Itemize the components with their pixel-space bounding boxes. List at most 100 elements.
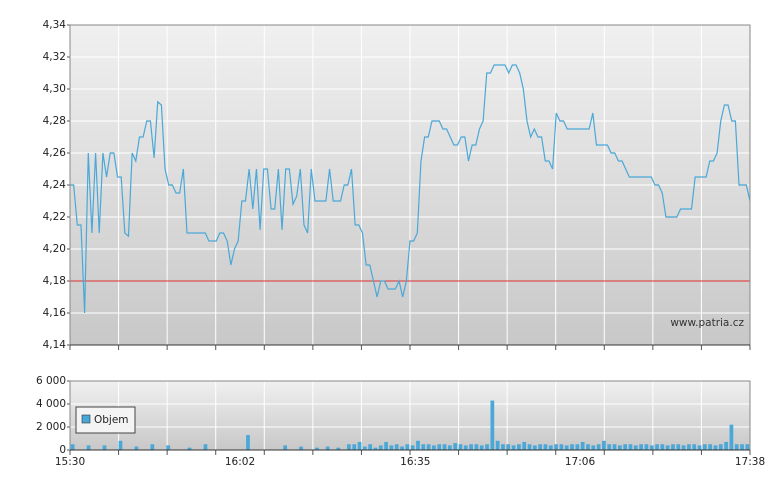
- volume-bar: [479, 445, 484, 450]
- volume-bar: [522, 441, 527, 450]
- volume-bar: [352, 444, 357, 450]
- volume-bar: [447, 445, 452, 450]
- y-tick-label: 4,14: [43, 339, 67, 351]
- volume-bar: [501, 444, 505, 450]
- y-tick-label: 4,16: [43, 307, 67, 319]
- volume-bar: [474, 444, 479, 450]
- y-tick-label: 4,26: [43, 147, 67, 159]
- volume-bar: [745, 444, 750, 450]
- volume-bar: [405, 444, 410, 450]
- volume-bar: [617, 445, 622, 450]
- volume-bar: [671, 444, 675, 450]
- volume-bar: [718, 444, 723, 450]
- x-tick-label: 15:30: [55, 456, 85, 468]
- y-tick-label: 2 000: [36, 421, 66, 433]
- volume-bar: [246, 435, 250, 450]
- volume-bar: [299, 446, 303, 450]
- volume-bar: [554, 444, 558, 450]
- volume-bar: [612, 444, 617, 450]
- y-tick-label: 0: [59, 444, 66, 456]
- volume-bar: [458, 444, 463, 450]
- volume-bar: [580, 441, 585, 450]
- volume-bar: [570, 444, 574, 450]
- volume-bar: [633, 445, 638, 450]
- y-tick-label: 4,30: [43, 83, 66, 95]
- volume-bar: [150, 444, 155, 450]
- volume-bar: [660, 444, 665, 450]
- volume-bar: [628, 444, 633, 450]
- y-tick-label: 4,20: [43, 243, 66, 255]
- volume-bar: [697, 445, 702, 450]
- y-tick-label: 4 000: [36, 398, 66, 410]
- volume-bar: [644, 444, 649, 450]
- volume-bar: [357, 441, 362, 450]
- volume-bar: [734, 444, 739, 450]
- volume-bar: [713, 445, 718, 450]
- volume-bar: [166, 445, 171, 450]
- volume-bar: [506, 444, 511, 450]
- y-tick-label: 4,24: [43, 179, 67, 191]
- x-tick-label: 16:02: [225, 456, 255, 468]
- volume-bar: [389, 445, 394, 450]
- legend: Objem: [75, 406, 136, 434]
- volume-bar: [676, 444, 681, 450]
- volume-bar: [203, 444, 208, 450]
- volume-bar: [607, 444, 612, 450]
- volume-bar: [362, 446, 367, 450]
- y-tick-label: 4,34: [43, 19, 67, 31]
- volume-bar: [724, 441, 728, 450]
- volume-bar: [283, 445, 288, 450]
- volume-bar: [575, 444, 580, 450]
- volume-bar: [86, 445, 91, 450]
- volume-bar: [400, 446, 404, 450]
- volume-bar: [442, 444, 447, 450]
- volume-bar: [559, 444, 564, 450]
- volume-bar: [432, 445, 436, 450]
- price-line: [70, 64, 751, 314]
- volume-bar: [495, 440, 500, 450]
- volume-bar: [655, 444, 659, 450]
- legend-swatch: [81, 414, 91, 424]
- volume-bar: [485, 444, 489, 450]
- volume-bar: [118, 440, 123, 450]
- y-tick-label: 4,28: [43, 115, 66, 127]
- volume-bar: [665, 445, 670, 450]
- y-tick-label: 4,18: [43, 275, 66, 287]
- y-tick-label: 6 000: [36, 375, 66, 387]
- volume-bar: [532, 445, 537, 450]
- volume-bar: [517, 444, 521, 450]
- volume-bar: [623, 444, 628, 450]
- volume-bar: [426, 444, 431, 450]
- y-tick-label: 4,32: [43, 51, 66, 63]
- volume-bar: [543, 444, 548, 450]
- volume-bar: [490, 400, 495, 450]
- volume-bar: [315, 447, 319, 450]
- volume-bar: [410, 445, 415, 450]
- volume-bar: [740, 444, 744, 450]
- volume-bar: [687, 444, 691, 450]
- volume-bar: [591, 445, 596, 450]
- volume-bar: [368, 444, 373, 450]
- volume-bar: [596, 444, 601, 450]
- volume-bar: [538, 444, 543, 450]
- volume-bar: [453, 443, 458, 450]
- y-tick-label: 4,22: [43, 211, 66, 223]
- volume-bar: [639, 444, 643, 450]
- volume-bar: [548, 445, 553, 450]
- volume-bar: [649, 445, 654, 450]
- volume-bar: [511, 445, 516, 450]
- volume-bar: [70, 444, 75, 450]
- volume-bar: [347, 444, 351, 450]
- watermark: www.patria.cz: [670, 317, 744, 329]
- volume-bar: [416, 440, 420, 450]
- volume-bar: [102, 445, 107, 450]
- volume-bar: [394, 444, 399, 450]
- volume-bar: [134, 446, 139, 450]
- volume-bar: [564, 445, 569, 450]
- volume-bar: [187, 447, 192, 450]
- volume-bar: [336, 447, 341, 450]
- volume-bar: [681, 445, 686, 450]
- volume-bar: [527, 444, 532, 450]
- volume-bar: [373, 447, 378, 450]
